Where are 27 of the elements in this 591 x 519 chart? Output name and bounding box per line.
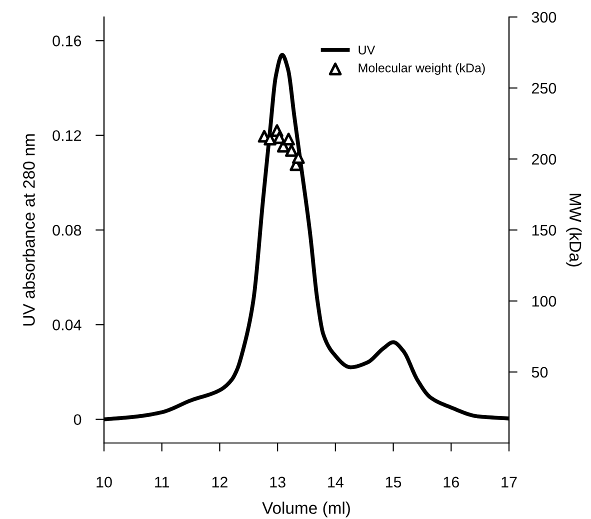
x-tick-label: 16: [444, 476, 459, 488]
x-tick-label: 17: [502, 476, 517, 488]
y2-tick-label: 200: [532, 154, 556, 165]
x-tick-label: 13: [270, 476, 286, 488]
y2-tick-label: 250: [532, 82, 556, 94]
point: [285, 144, 298, 157]
x-axis-title: Volume (ml): [262, 502, 350, 518]
y-tick-label: 0.12: [52, 130, 82, 142]
y-tick-label: 0.16: [52, 36, 82, 46]
y2-tick-label: 150: [532, 224, 556, 236]
legend-label: Molecular weight (kDa): [358, 63, 485, 75]
y-tick-label: 0.08: [52, 224, 82, 236]
y2-axis-title: MW (kDa): [566, 194, 582, 266]
x-tick-label: 10: [96, 476, 112, 488]
y2-tick-label: 50: [532, 366, 548, 378]
y2-tick-label: 100: [532, 296, 556, 307]
point: [282, 132, 295, 146]
x-tick-label: 14: [328, 476, 344, 488]
y-tick-label: 0: [74, 414, 82, 426]
x-tick-label: 11: [155, 476, 170, 488]
point: [292, 151, 305, 164]
legend-label: UV: [358, 46, 376, 54]
y-axis-title: UV absorbance at 280 nm: [22, 134, 35, 326]
y-tick-label: 0.04: [52, 320, 82, 330]
x-tick-label: 15: [386, 476, 402, 488]
y2-tick-label: 300: [532, 12, 556, 23]
x-tick-label: 12: [212, 476, 228, 488]
